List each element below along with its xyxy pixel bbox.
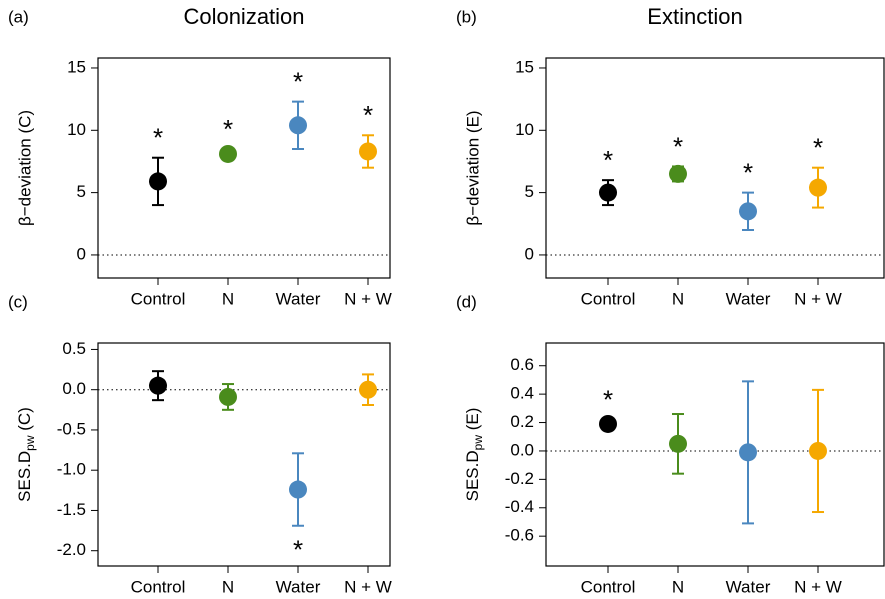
x-tick-label: Water [276, 289, 321, 308]
point [359, 142, 377, 161]
y-axis-label-sub: pw [471, 435, 485, 451]
point [599, 183, 617, 202]
x-tick-label: Control [581, 577, 636, 596]
y-tick-label: 10 [67, 120, 86, 139]
significance: * [813, 133, 823, 163]
x-tick-label: N [222, 289, 234, 308]
y-axis-label: SES.Dpw (C) [15, 407, 37, 502]
x-tick-label: Water [276, 577, 321, 596]
x-tick-label: Control [131, 577, 186, 596]
point [289, 480, 307, 499]
point [809, 441, 827, 460]
y-tick-label: 15 [67, 57, 86, 76]
y-tick-label: -0.2 [505, 469, 534, 488]
y-tick-label: 0.6 [510, 355, 534, 374]
point [739, 202, 757, 221]
point [359, 380, 377, 399]
significance: * [603, 145, 613, 175]
y-axis-label-main: SES.D [463, 450, 482, 501]
point [739, 443, 757, 462]
y-tick-label: -2.0 [57, 540, 86, 559]
significance: * [293, 535, 303, 565]
significance: * [223, 114, 233, 144]
y-tick-label: 0.0 [62, 379, 86, 398]
y-tick-label: 0.4 [510, 384, 534, 403]
y-tick-label: 0.2 [510, 412, 534, 431]
panel-label: (a) [8, 7, 29, 26]
point [289, 116, 307, 135]
point [219, 387, 237, 406]
panel-label: (c) [8, 292, 28, 311]
y-axis-label-suffix: (C) [15, 407, 34, 435]
point [669, 434, 687, 453]
panel-label: (b) [456, 7, 477, 26]
y-tick-label: 0.5 [62, 339, 86, 358]
x-tick-label: N + W [344, 577, 392, 596]
y-tick-label: 10 [515, 120, 534, 139]
point [809, 178, 827, 197]
y-tick-label: 15 [515, 57, 534, 76]
x-tick-label: N [222, 577, 234, 596]
y-tick-label: -0.4 [505, 497, 534, 516]
y-tick-label: 0.0 [510, 440, 534, 459]
chart-title: Extinction [647, 4, 742, 29]
y-axis-label-suffix: (E) [463, 408, 482, 435]
panel-label: (d) [456, 292, 477, 311]
plot-frame [97, 342, 391, 567]
y-tick-label: 0 [525, 244, 534, 263]
x-tick-label: Water [726, 577, 771, 596]
significance: * [293, 67, 303, 97]
y-tick-label: -0.6 [505, 526, 534, 545]
x-tick-label: N + W [794, 289, 842, 308]
point [149, 376, 167, 395]
y-tick-label: 0 [77, 244, 86, 263]
y-axis-label-main: SES.D [15, 451, 34, 502]
chart-title: Colonization [183, 4, 304, 29]
y-axis-label-sub: pw [23, 435, 37, 451]
x-tick-label: N [672, 289, 684, 308]
y-axis-label: SES.Dpw (E) [463, 408, 485, 502]
significance: * [153, 123, 163, 153]
significance: * [743, 157, 753, 187]
point [219, 144, 237, 163]
x-tick-label: N [672, 577, 684, 596]
point [669, 164, 687, 183]
x-tick-label: N + W [344, 289, 392, 308]
significance: * [603, 385, 613, 415]
point [599, 414, 617, 433]
x-tick-label: N + W [794, 577, 842, 596]
x-tick-label: Control [131, 289, 186, 308]
x-tick-label: Water [726, 289, 771, 308]
y-tick-label: 5 [77, 182, 86, 201]
significance: * [363, 100, 373, 130]
plot-frame [545, 57, 885, 279]
point [149, 172, 167, 191]
y-tick-label: -1.5 [57, 500, 86, 519]
y-tick-label: 5 [525, 182, 534, 201]
plot-frame [97, 57, 391, 279]
y-axis-label: β−deviation (C) [15, 110, 34, 226]
y-tick-label: -0.5 [57, 419, 86, 438]
y-tick-label: -1.0 [57, 460, 86, 479]
y-axis-label: β−deviation (E) [463, 110, 482, 225]
significance: * [673, 131, 683, 161]
plot-frame [545, 342, 885, 567]
x-tick-label: Control [581, 289, 636, 308]
